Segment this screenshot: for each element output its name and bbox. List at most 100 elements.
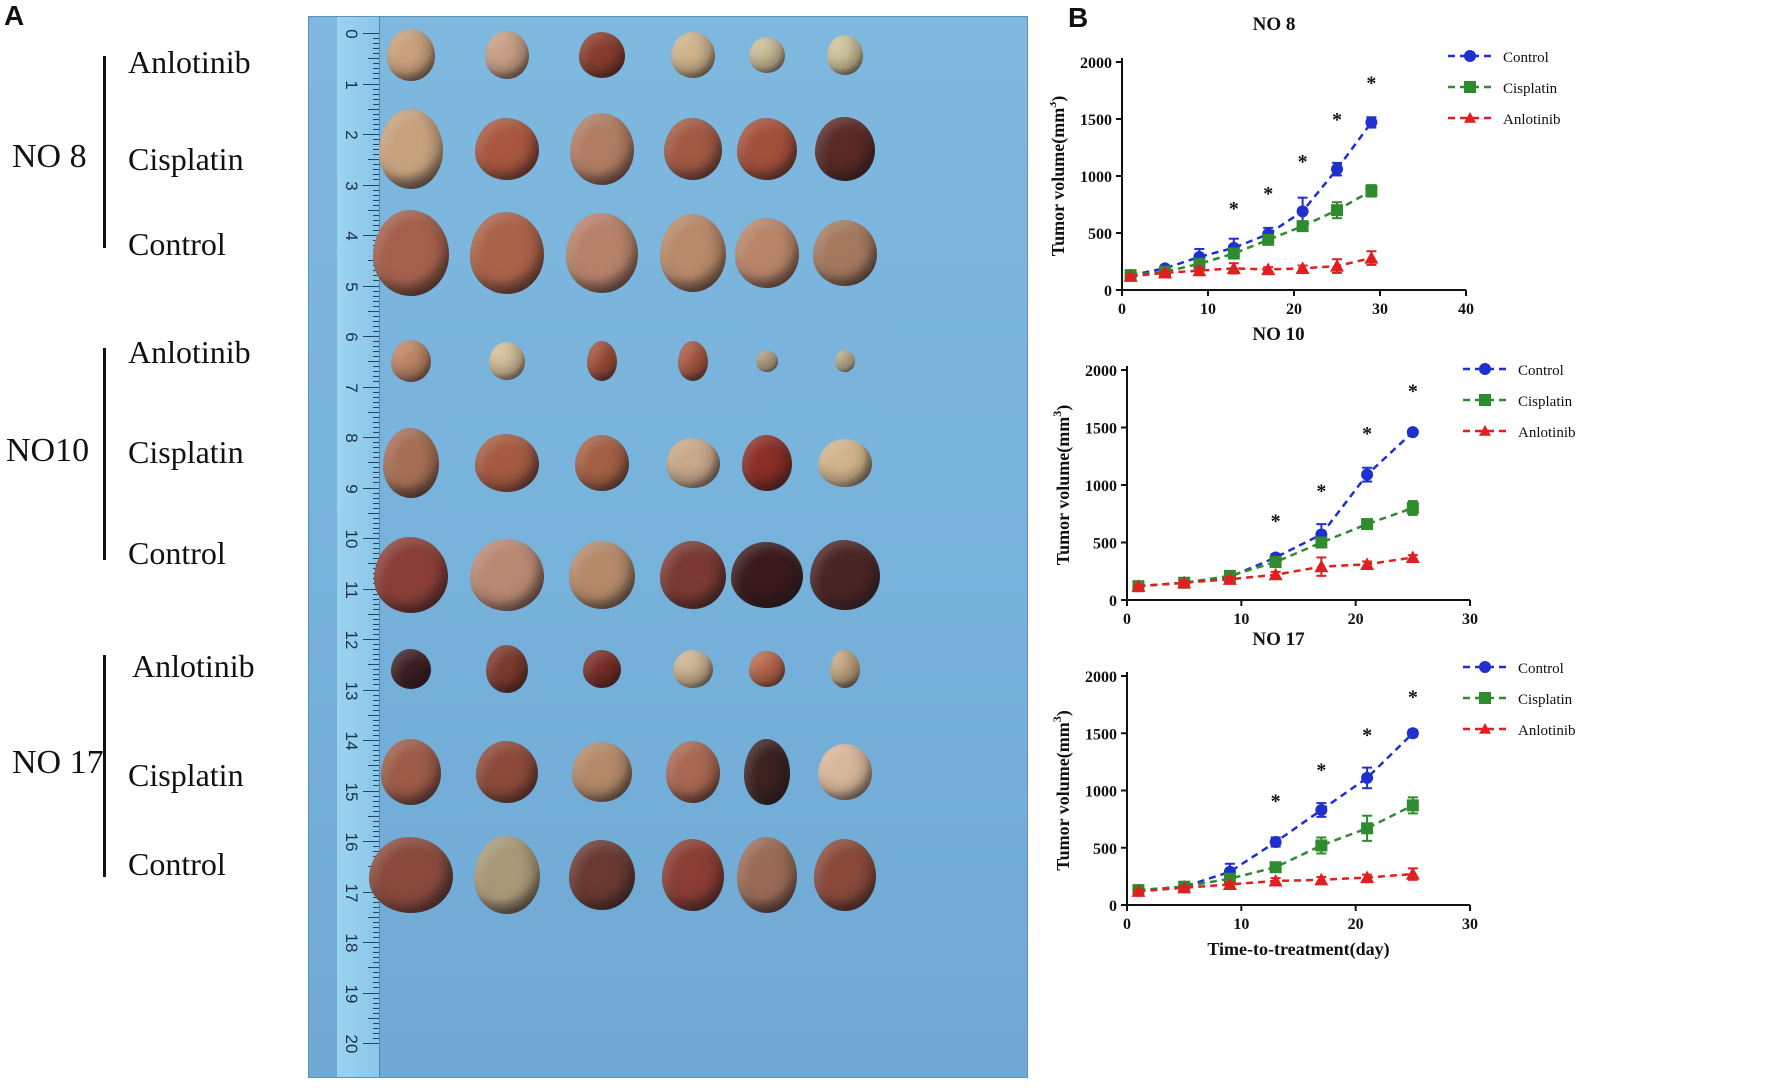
ruler-tick [373, 659, 379, 661]
ruler-tick [373, 674, 379, 676]
y-tick-label: 500 [1093, 841, 1117, 858]
series-anlotinib [1131, 867, 1420, 897]
ruler-number: 2 [342, 130, 361, 140]
data-point [1315, 839, 1328, 852]
significance-star: * [1298, 151, 1308, 173]
ruler-tick [373, 502, 379, 504]
group-label-no17: NO 17 [12, 744, 104, 781]
data-point [1361, 468, 1374, 481]
ruler-tick [368, 967, 379, 969]
series-line [1130, 121, 1373, 277]
legend-marker [1479, 425, 1491, 436]
ruler-tick [373, 73, 379, 75]
y-tick-label: 500 [1093, 536, 1117, 553]
ruler-tick [373, 457, 379, 459]
ruler-tick [373, 507, 379, 509]
x-axis-label: Time-to-treatment(day) [1207, 939, 1389, 960]
tumor-specimen [379, 109, 443, 189]
y-axis-label: Tumor volume(mm3) [1050, 405, 1074, 566]
ruler-tick [373, 901, 379, 903]
legend-label: Cisplatin [1503, 81, 1558, 97]
y-tick-label: 1000 [1080, 169, 1112, 186]
data-point [1269, 861, 1282, 874]
ruler-tick [373, 704, 379, 706]
tumor-specimen [374, 537, 448, 613]
ruler-tick [373, 644, 379, 646]
data-point [1131, 884, 1146, 897]
row-label-no17-control: Control [128, 846, 226, 882]
data-point [1269, 836, 1282, 849]
legend-label: Control [1518, 661, 1564, 677]
ruler-tick [373, 189, 379, 191]
significance-star: * [1366, 72, 1376, 94]
x-tick-label: 30 [1462, 611, 1478, 628]
ruler-tick [373, 93, 379, 95]
tumor-specimen [818, 439, 872, 487]
ruler-tick [373, 1032, 379, 1034]
data-point [1405, 550, 1420, 564]
significance-star: * [1332, 109, 1342, 131]
ruler-tick [373, 139, 379, 141]
ruler-tick [363, 740, 379, 741]
ruler-tick [363, 235, 379, 236]
ruler-tick [373, 734, 379, 736]
legend-label: Control [1503, 50, 1549, 66]
tumor-photo: 0 1 2 3 4 5 6 7 8 9 10 11 12 13 14 15 16 17 18 19 20 [308, 16, 1028, 1078]
ruler-tick [373, 88, 379, 90]
tumor-specimen [470, 212, 544, 294]
legend-marker [1464, 112, 1476, 123]
ruler-tick [373, 204, 379, 206]
ruler-tick [373, 366, 379, 368]
y-tick-label: 0 [1104, 283, 1112, 300]
ruler-tick [368, 209, 379, 211]
tumor-specimen [815, 117, 875, 181]
ruler-number: 17 [342, 883, 361, 902]
ruler-tick [373, 603, 379, 605]
ruler-tick [373, 553, 379, 555]
data-point [1222, 877, 1237, 890]
tumor-specimen [737, 837, 797, 913]
data-point [1177, 575, 1192, 589]
tumor-specimen [818, 744, 872, 800]
data-point [1268, 567, 1283, 581]
data-point [1314, 872, 1329, 886]
tumor-specimen [671, 32, 715, 78]
y-tick-label: 1500 [1085, 421, 1117, 438]
ruler-tick [368, 411, 379, 413]
ruler-tick [368, 765, 379, 767]
series-anlotinib [1131, 550, 1420, 592]
y-tick-label: 1500 [1080, 112, 1112, 129]
data-point [1314, 559, 1329, 573]
x-tick-label: 30 [1372, 301, 1388, 318]
ruler-tick [373, 684, 379, 686]
tumor-specimen [737, 118, 797, 180]
ruler-tick [373, 962, 379, 964]
ruler-tick [363, 538, 379, 539]
ruler-tick [368, 462, 379, 464]
ruler-tick [373, 371, 379, 373]
data-point [1296, 205, 1309, 218]
ruler-tick [373, 416, 379, 418]
ruler-tick [373, 947, 379, 949]
ruler-tick [373, 179, 379, 181]
legend-marker [1479, 661, 1491, 673]
ruler-tick [373, 982, 379, 984]
ruler-tick [373, 957, 379, 959]
ruler-tick [373, 1007, 379, 1009]
x-tick-label: 0 [1118, 301, 1126, 318]
ruler-tick [373, 987, 379, 989]
ruler-tick [373, 78, 379, 80]
ruler-tick [363, 790, 379, 792]
ruler-tick [368, 58, 379, 60]
data-point [1123, 269, 1138, 282]
ruler-tick [373, 472, 379, 474]
tumor-specimen [569, 541, 635, 609]
ruler-tick [368, 1017, 379, 1019]
legend-marker [1479, 723, 1491, 734]
tumor-specimen [369, 837, 453, 913]
ruler-tick [373, 724, 379, 726]
ruler-number: 9 [342, 483, 361, 494]
ruler-tick [373, 810, 379, 812]
ruler-tick [373, 214, 379, 216]
ruler-tick [368, 310, 379, 312]
